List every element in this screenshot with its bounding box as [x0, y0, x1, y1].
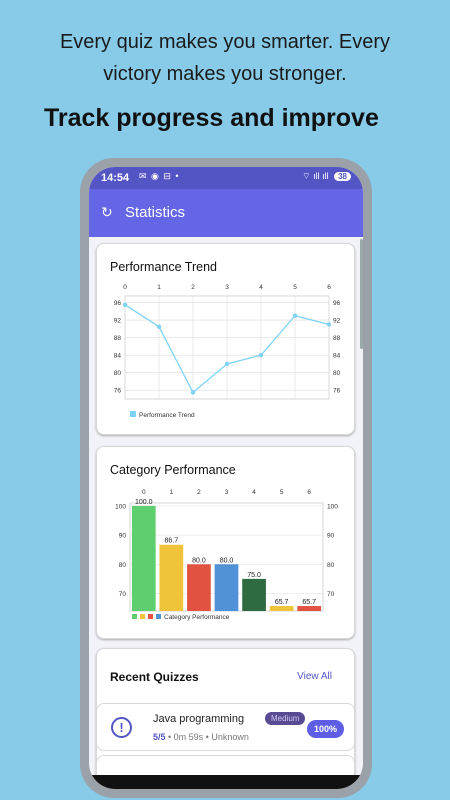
- legend-swatch: [130, 411, 136, 417]
- data-point: [292, 313, 298, 318]
- tagline-line-2: victory makes you stronger.: [103, 63, 347, 85]
- bar-value-label: 75.0: [247, 572, 261, 579]
- bar: [214, 564, 239, 611]
- category-performance-card: Category Performance 100 100 90 90 80 80 70 70 0…: [96, 446, 355, 639]
- bar-value-label: 86.7: [165, 538, 179, 545]
- quiz-meta: 5/5 • 0m 59s • Unknown: [153, 732, 249, 742]
- x-tick-label: 4: [259, 284, 263, 291]
- legend-swatch: [132, 614, 137, 619]
- y-tick-label-right: 88: [333, 335, 341, 342]
- y-tick-label-right: 96: [333, 300, 341, 307]
- quiz-score: 5/5: [153, 732, 166, 742]
- y-tick-label-left: 88: [114, 335, 122, 342]
- performance-trend-title: Performance Trend: [110, 260, 217, 274]
- system-icons: ⌔ ıll ıll 38: [302, 171, 351, 182]
- x-tick-label: 6: [327, 284, 331, 291]
- legend-swatch: [156, 614, 161, 619]
- y-tick-label-right: 76: [333, 388, 341, 395]
- notification-icons: ✉ ◉ ⊟ •: [139, 171, 180, 181]
- y-tick-label-right: 84: [333, 353, 341, 360]
- bar-value-label: 80.0: [220, 557, 234, 564]
- bar: [159, 544, 184, 611]
- x-tick-label: 3: [225, 489, 229, 496]
- scrollbar[interactable]: [360, 239, 363, 349]
- data-point: [224, 361, 230, 367]
- y-tick-label-left: 80: [119, 562, 127, 569]
- app-title: Statistics: [125, 204, 186, 221]
- performance-trend-card: Performance Trend 0 1 2 3 4 5 6 96 96 92 92 88 88 84 8…: [96, 243, 355, 435]
- bar-value-label: 80.0: [192, 557, 206, 564]
- y-tick-label-left: 92: [114, 318, 122, 325]
- data-point: [190, 390, 196, 395]
- tagline-line-1: Every quiz makes you smarter. Every: [59, 31, 391, 53]
- bar: [131, 505, 156, 611]
- legend-swatch: [140, 614, 145, 619]
- y-tick-label-right: 70: [327, 591, 335, 598]
- y-tick-label-left: 90: [119, 533, 127, 540]
- category-performance-title: Category Performance: [110, 463, 236, 477]
- data-point: [258, 352, 264, 358]
- legend-label: Performance Trend: [139, 412, 195, 419]
- status-bar: 14:54 ✉ ◉ ⊟ • ⌔ ıll ıll 38: [89, 167, 363, 189]
- bar: [242, 578, 266, 611]
- bar: [297, 606, 322, 611]
- quiz-details: • 0m 59s • Unknown: [165, 732, 249, 742]
- legend-label: Category Performance: [164, 614, 230, 621]
- tagline: Every quiz makes you smarter. Every vict…: [0, 26, 450, 90]
- app-bar: ↻ Statistics: [89, 189, 363, 237]
- x-tick-label: 5: [293, 284, 297, 291]
- x-tick-label: 0: [142, 489, 146, 496]
- y-tick-label-right: 92: [333, 318, 341, 325]
- phone-screen: 14:54 ✉ ◉ ⊟ • ⌔ ıll ıll 38 ↻ Statistics …: [89, 167, 363, 789]
- refresh-icon[interactable]: ↻: [101, 204, 113, 220]
- legend-swatch: [148, 614, 153, 619]
- x-tick-label: 2: [191, 284, 195, 291]
- view-all-link[interactable]: View All: [297, 671, 332, 682]
- headline: Track progress and improve: [44, 104, 379, 132]
- y-tick-label-right: 90: [327, 533, 335, 540]
- phone-frame: 14:54 ✉ ◉ ⊟ • ⌔ ıll ıll 38 ↻ Statistics …: [80, 158, 372, 798]
- signal-icon: ⌔ ıll ıll: [302, 171, 329, 181]
- difficulty-badge: Medium: [265, 712, 306, 725]
- x-tick-label: 2: [197, 489, 201, 496]
- gesture-nav-bar: [89, 775, 363, 789]
- data-point: [122, 302, 128, 307]
- y-tick-label-right: 100: [327, 503, 338, 510]
- y-tick-label-left: 96: [114, 300, 122, 307]
- data-point: [156, 324, 162, 329]
- status-time: 14:54: [101, 172, 130, 184]
- x-tick-label: 1: [170, 489, 174, 496]
- x-tick-label: 1: [157, 284, 161, 291]
- x-tick-label: 4: [252, 489, 256, 496]
- quiz-list-item[interactable]: ! Java programming Medium 5/5 • 0m 59s •…: [96, 703, 355, 751]
- info-icon: !: [111, 717, 132, 738]
- y-tick-label-left: 80: [114, 370, 122, 377]
- x-tick-label: 6: [307, 489, 311, 496]
- bar-value-label: 65.7: [275, 599, 289, 606]
- y-tick-label-right: 80: [327, 562, 335, 569]
- quiz-percent-badge: 100%: [306, 720, 344, 738]
- y-tick-label-left: 84: [114, 353, 122, 360]
- category-performance-chart: 100 100 90 90 80 80 70 70 0 100.0 1 86.7 2 80.0 3 80.0 4…: [115, 489, 338, 621]
- battery-icon: 38: [334, 172, 351, 181]
- y-tick-label-left: 76: [114, 388, 122, 395]
- y-tick-label-left: 100: [115, 503, 126, 510]
- bar-value-label: 100.0: [135, 499, 153, 506]
- performance-trend-chart: 0 1 2 3 4 5 6 96 96 92 92 88 88 84 84 80 80 76 76 Performan…: [114, 284, 341, 419]
- bar: [269, 606, 294, 611]
- x-tick-label: 5: [280, 489, 284, 496]
- x-tick-label: 3: [225, 284, 229, 291]
- quiz-title: Java programming: [153, 713, 245, 725]
- y-tick-label-left: 70: [119, 591, 127, 598]
- bar: [187, 564, 211, 611]
- recent-quizzes-title: Recent Quizzes: [110, 670, 199, 684]
- data-point: [326, 322, 332, 327]
- x-tick-label: 0: [123, 284, 127, 291]
- y-tick-label-right: 80: [333, 370, 341, 377]
- bar-value-label: 65.7: [302, 599, 316, 606]
